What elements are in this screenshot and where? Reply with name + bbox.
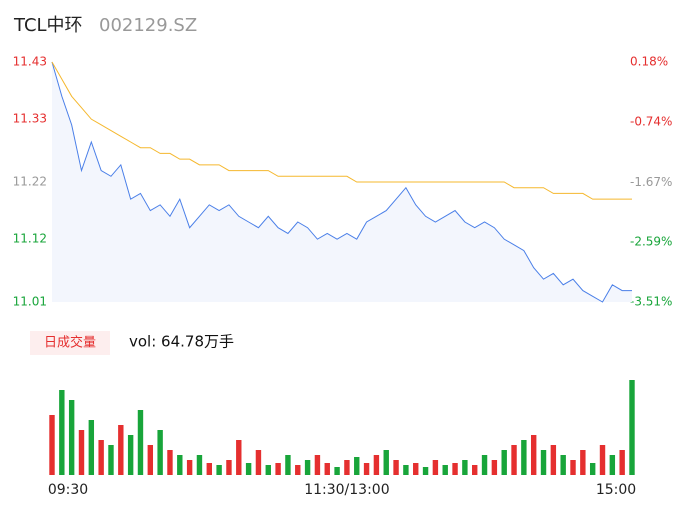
volume-bar (196, 455, 203, 475)
volume-bar (373, 455, 380, 475)
volume-bar (393, 460, 399, 475)
volume-bar (167, 450, 173, 475)
volume-bar (137, 410, 144, 475)
volume-bar (580, 450, 586, 475)
y-tick-label: 11.33 (13, 112, 47, 126)
volume-bar (521, 440, 527, 475)
price-line (51, 61, 632, 303)
y-tick-label: 11.43 (13, 55, 47, 69)
volume-bar (609, 455, 616, 475)
volume-bar (530, 435, 537, 475)
volume-bar (550, 445, 557, 475)
volume-bar (59, 390, 65, 475)
volume-tag-bg (30, 331, 110, 355)
volume-bar (245, 463, 252, 475)
volume-total: vol: 64.78万手 (129, 333, 234, 351)
volume-bar (599, 445, 606, 475)
volume-bar (413, 463, 419, 475)
volume-bar (354, 457, 360, 475)
volume-bar (589, 463, 596, 475)
volume-bar (68, 400, 75, 475)
volume-bar (147, 445, 154, 475)
volume-bar (226, 460, 232, 475)
volume-bar (491, 460, 498, 475)
volume-bar (285, 455, 291, 475)
volume-bar (324, 463, 330, 475)
volume-bar (560, 455, 566, 475)
volume-bar (334, 467, 340, 475)
y-tick-label: 11.22 (13, 175, 47, 189)
volume-bar (462, 460, 468, 475)
average-line (51, 61, 632, 200)
volume-bar (157, 430, 163, 475)
y-tick-label: 11.01 (13, 295, 47, 309)
y2-tick-label: -2.59% (630, 235, 672, 249)
volume-bar (295, 465, 301, 475)
x-tick-label: 09:30 (48, 482, 88, 498)
volume-bar (629, 380, 635, 475)
volume-bar (118, 425, 124, 475)
volume-bar (363, 463, 370, 475)
volume-bar (304, 460, 311, 475)
y2-tick-label: 0.18% (630, 55, 668, 69)
volume-bar (265, 465, 271, 475)
volume-bar (78, 430, 85, 475)
volume-bar (619, 450, 625, 475)
volume-bar (177, 455, 183, 475)
x-tick-label: 15:00 (596, 482, 636, 498)
volume-tag: 日成交量 (44, 335, 96, 351)
volume-bar (511, 445, 517, 475)
volume-bar (314, 455, 321, 475)
volume-bar (481, 455, 488, 475)
volume-bar (472, 465, 478, 475)
volume-bar (206, 463, 212, 475)
volume-bar (442, 465, 448, 475)
volume-bar (49, 415, 55, 475)
volume-bar (275, 463, 281, 475)
volume-bar (344, 460, 350, 475)
price-area (52, 62, 632, 302)
volume-bar (383, 450, 389, 475)
stock-name: TCL中环 (13, 15, 83, 36)
y-tick-label: 11.12 (13, 232, 47, 246)
volume-bar (236, 440, 242, 475)
x-tick-label: 11:30/13:00 (304, 482, 389, 498)
stock-code: 002129.SZ (99, 15, 197, 36)
volume-bar (98, 440, 104, 475)
volume-bar (403, 465, 409, 475)
y2-tick-label: -3.51% (630, 295, 672, 309)
y2-tick-label: -1.67% (630, 175, 672, 189)
volume-bar (255, 450, 262, 475)
volume-bar (570, 460, 576, 475)
volume-bar (186, 460, 193, 475)
volume-bar (422, 467, 429, 475)
volume-bar (501, 450, 507, 475)
volume-bar (88, 420, 95, 475)
volume-bar (127, 435, 134, 475)
volume-bar (432, 460, 439, 475)
volume-bar (216, 465, 222, 475)
volume-bar (108, 445, 114, 475)
volume-bar (540, 450, 547, 475)
y2-tick-label: -0.74% (630, 114, 672, 128)
volume-bar (452, 463, 458, 475)
